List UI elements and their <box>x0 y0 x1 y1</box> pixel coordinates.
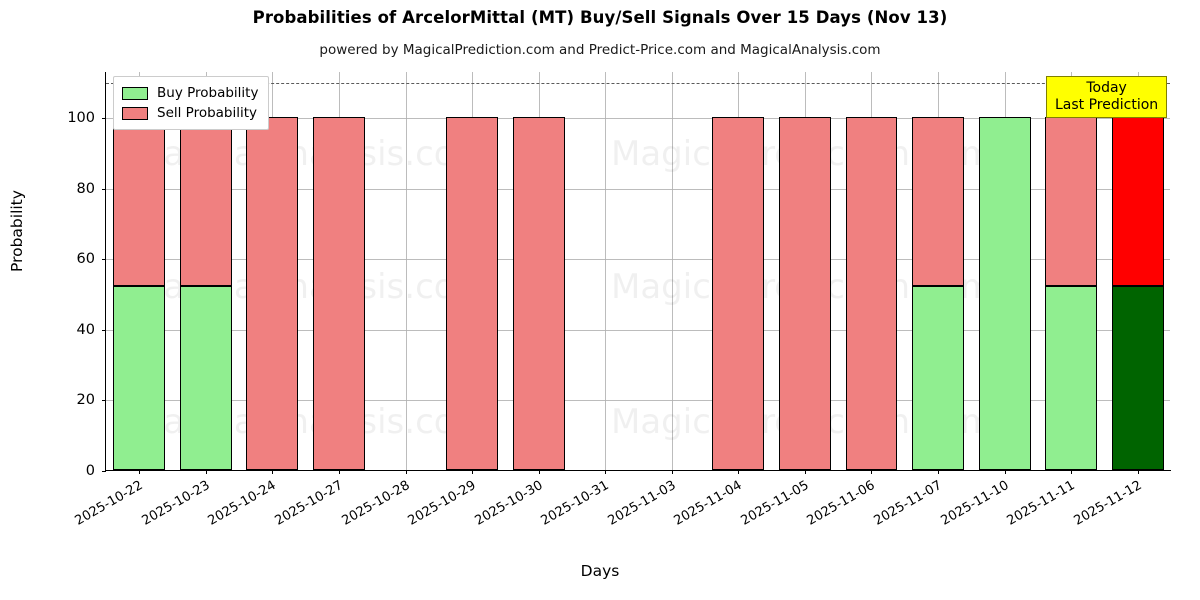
bar-group[interactable] <box>246 71 299 470</box>
x-tick-mark <box>139 470 141 474</box>
bar-segment-sell[interactable] <box>1111 116 1164 287</box>
x-tick-mark <box>338 470 340 474</box>
x-tick-mark <box>205 470 207 474</box>
today-annotation-line2: Last Prediction <box>1055 96 1159 113</box>
bar-segment-sell[interactable] <box>246 116 299 470</box>
x-tick-mark <box>272 470 274 474</box>
bar-segment-sell[interactable] <box>712 116 765 470</box>
bar-segment-buy[interactable] <box>113 286 166 470</box>
bar-group[interactable] <box>313 71 365 470</box>
bar-segment-buy[interactable] <box>912 286 964 470</box>
y-tick-label: 40 <box>76 321 95 338</box>
plot-inner: MagicalAnalysis.comMagicalPrediction.com… <box>106 72 1170 470</box>
chart-legend: Buy Probability Sell Probability <box>113 76 270 130</box>
x-tick-mark <box>671 470 673 474</box>
y-axis-label: Probability <box>8 190 26 272</box>
y-tick-label: 60 <box>76 251 95 268</box>
y-tick-mark <box>102 329 106 331</box>
bar-group[interactable] <box>512 71 565 470</box>
bar-segment-sell[interactable] <box>446 116 499 470</box>
y-tick-label: 0 <box>85 463 95 479</box>
x-tick-mark <box>472 470 474 474</box>
y-tick-mark <box>102 188 106 190</box>
bar-group[interactable] <box>912 71 964 470</box>
y-gridline <box>106 117 1170 119</box>
threshold-line <box>106 82 1170 84</box>
x-tick-mark <box>804 470 806 474</box>
x-tick-mark <box>1004 470 1006 474</box>
x-tick-mark <box>538 470 540 474</box>
x-tick-mark <box>1137 470 1139 474</box>
today-annotation: Today Last Prediction <box>1046 76 1168 119</box>
x-tick-mark <box>871 470 873 474</box>
y-tick-label: 100 <box>67 109 95 126</box>
bar-segment-sell[interactable] <box>179 116 232 287</box>
x-gridline <box>605 72 607 470</box>
y-tick-mark <box>102 400 106 402</box>
bar-group[interactable] <box>712 71 765 470</box>
chart-subtitle: powered by MagicalPrediction.com and Pre… <box>319 42 881 58</box>
legend-item-buy: Buy Probability <box>122 83 258 103</box>
y-tick-label: 80 <box>76 180 95 197</box>
bar-group[interactable] <box>1045 71 1098 470</box>
legend-label-buy: Buy Probability <box>157 85 259 101</box>
x-tick-mark <box>605 470 607 474</box>
y-tick-mark <box>102 117 106 119</box>
x-tick-mark <box>405 470 407 474</box>
y-tick-mark <box>102 259 106 261</box>
x-axis-label: Days <box>580 562 620 580</box>
y-gridline <box>106 329 1170 331</box>
bar-segment-sell[interactable] <box>313 116 365 470</box>
bar-group[interactable] <box>845 71 898 470</box>
bar-segment-buy[interactable] <box>1111 286 1164 470</box>
bar-group[interactable] <box>113 71 166 470</box>
bar-segment-sell[interactable] <box>845 116 898 470</box>
bar-group[interactable] <box>446 71 499 470</box>
bar-segment-sell[interactable] <box>113 116 166 287</box>
y-gridline <box>106 400 1170 402</box>
y-tick-mark <box>102 471 106 472</box>
x-tick-mark <box>938 470 940 474</box>
bar-segment-sell[interactable] <box>778 116 831 470</box>
today-annotation-line1: Today <box>1086 80 1127 96</box>
bar-segment-sell[interactable] <box>512 116 565 470</box>
x-tick-mark <box>1071 470 1073 474</box>
bar-segment-buy[interactable] <box>179 286 232 470</box>
y-gridline <box>106 188 1170 190</box>
legend-swatch-sell <box>122 106 148 120</box>
plot-area: MagicalAnalysis.comMagicalPrediction.com… <box>102 72 1171 474</box>
chart-title: Probabilities of ArcelorMittal (MT) Buy/… <box>252 8 948 27</box>
bar-segment-buy[interactable] <box>978 116 1031 470</box>
x-tick-mark <box>738 470 740 474</box>
bar-segment-sell[interactable] <box>1045 116 1098 287</box>
bar-group[interactable] <box>1111 71 1164 470</box>
bar-group[interactable] <box>179 71 232 470</box>
legend-label-sell: Sell Probability <box>157 105 258 121</box>
bar-group[interactable] <box>978 71 1031 470</box>
x-gridline <box>405 72 407 470</box>
bar-segment-sell[interactable] <box>912 116 964 287</box>
bar-segment-buy[interactable] <box>1045 286 1098 470</box>
bar-group[interactable] <box>778 71 831 470</box>
y-tick-label: 20 <box>76 392 95 409</box>
legend-item-sell: Sell Probability <box>122 103 258 123</box>
y-gridline <box>106 259 1170 261</box>
legend-swatch-buy <box>122 86 148 100</box>
x-gridline <box>671 72 673 470</box>
